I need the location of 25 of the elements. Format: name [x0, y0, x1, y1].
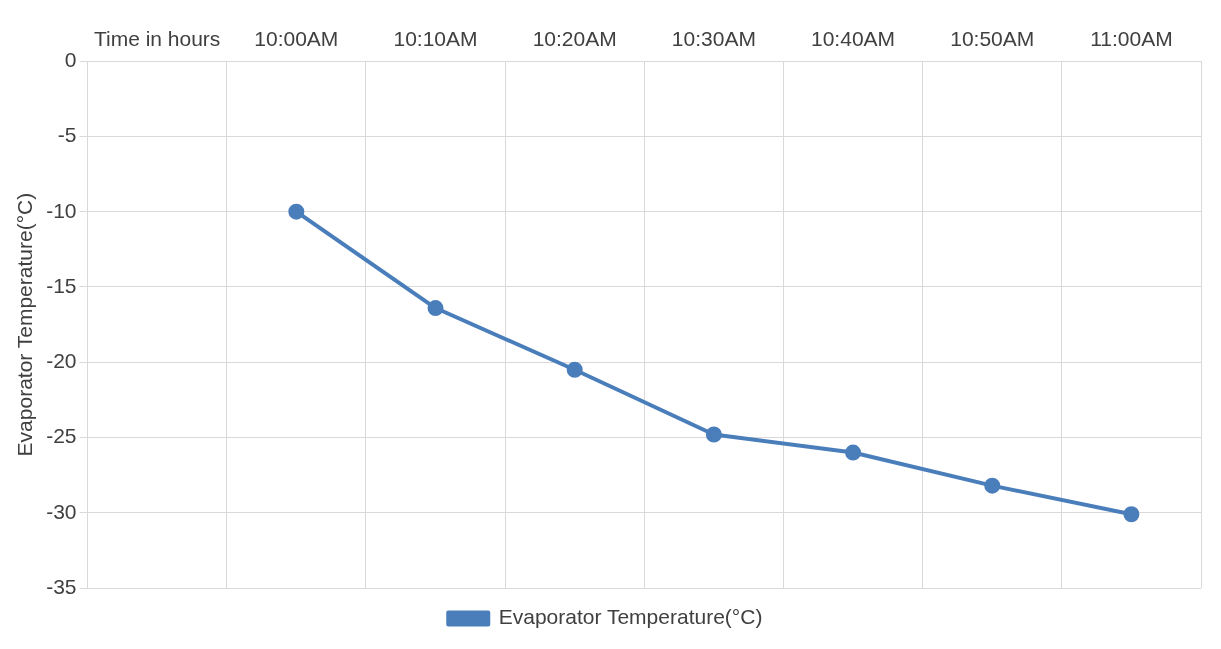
x-tick-label: 10:00AM	[254, 27, 339, 51]
x-tick-label: Time in hours	[93, 27, 221, 51]
point	[566, 361, 583, 378]
y-axis-title: Evaporator Temperature(°C)	[13, 192, 37, 457]
legend-label: Evaporator Temperature(°C)	[498, 605, 763, 629]
y-tick-label: 0	[64, 48, 77, 71]
point	[427, 300, 444, 317]
y-tick-label: -35	[46, 574, 77, 598]
y-tick-label: -20	[46, 349, 77, 373]
point	[1123, 506, 1140, 523]
y-tick-label: -30	[46, 499, 77, 523]
x-tick-label: 10:30AM	[671, 27, 756, 51]
point	[288, 203, 305, 220]
y-tick-label: -5	[57, 123, 77, 147]
x-tick-label: 10:40AM	[811, 27, 896, 51]
x-tick-label: 10:10AM	[393, 27, 478, 51]
point	[705, 426, 722, 443]
x-tick-label: 10:20AM	[532, 27, 617, 51]
y-tick-label: -15	[46, 273, 77, 297]
point	[984, 477, 1001, 494]
x-tick-label: 10:50AM	[950, 27, 1035, 51]
point	[845, 444, 862, 461]
y-tick-label: -10	[46, 198, 77, 222]
y-tick-label: -25	[46, 424, 77, 448]
x-tick-label: 11:00AM	[1090, 27, 1173, 51]
